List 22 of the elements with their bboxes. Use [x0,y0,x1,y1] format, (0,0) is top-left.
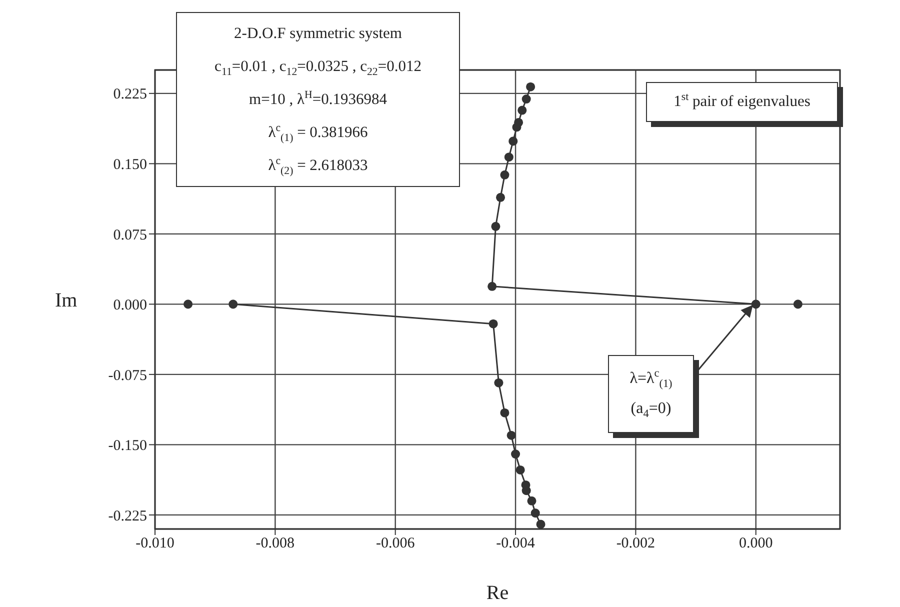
annotation: m=10 , λ$^{H}$=0.1936984 [249,88,387,108]
annotation: λ$^{c}$$_{(1)}$ = 0.381966 [268,122,368,144]
y-tick-label: 0.000 [113,298,147,314]
y-tick-label: -0.150 [108,438,147,454]
annotation: 1$^{st}$ pair of eigenvalues [674,90,810,110]
x-tick-label: -0.008 [256,536,295,552]
annotation: c$_{11}$=0.01 , c$_{12}$=0.0325 , c$_{22}$=0.012 [214,58,422,78]
x-tick-label: -0.002 [616,536,656,552]
x-tick-label: -0.010 [136,536,174,552]
y-tick-label: 0.075 [113,227,147,244]
text: 2-D.O.F symmetric system [234,25,402,42]
x-axis-title: Re [486,582,509,604]
annotation: λ$^{c}$$_{(2)}$ = 2.618033 [268,154,368,178]
x-tick-label: 0.000 [739,536,773,552]
y-tick-label: -0.225 [108,508,147,524]
y-axis-title: Im [55,290,78,312]
x-tick-label: -0.006 [376,536,416,552]
y-tick-label: 0.150 [113,157,147,173]
annotation: (a$_{4}$=0) [630,400,672,420]
y-tick-label: 0.225 [113,86,147,103]
y-tick-label: -0.075 [108,368,147,384]
x-tick-label: -0.004 [496,536,536,552]
